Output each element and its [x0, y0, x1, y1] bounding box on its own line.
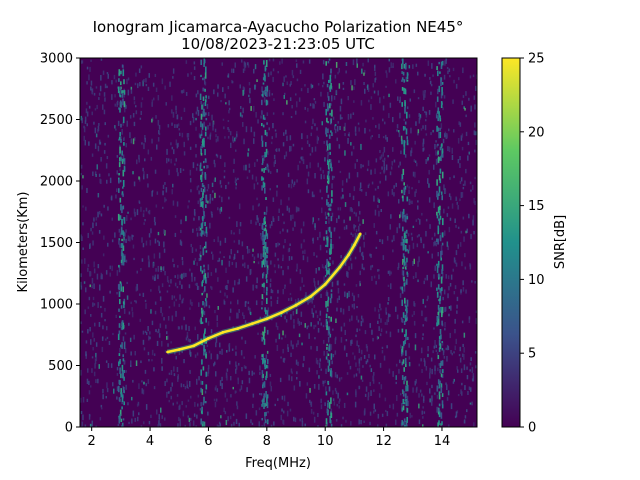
plot-area — [80, 58, 477, 427]
x-axis-label: Freq(MHz) — [245, 456, 311, 471]
trace-point — [280, 311, 283, 314]
x-tick-label: 10 — [317, 434, 334, 449]
colorbar-axis: 0 5 10 15 20 25 — [520, 52, 545, 436]
trace-point — [309, 295, 312, 298]
y-tick-label: 2500 — [40, 113, 73, 128]
y-tick-label: 500 — [48, 359, 73, 374]
x-tick-label: 4 — [146, 434, 154, 449]
interference-band — [117, 64, 126, 427]
trace-point — [347, 253, 350, 257]
echo-trace — [167, 233, 362, 354]
interference-band — [261, 60, 269, 425]
trace-point — [250, 322, 254, 326]
trace-point — [236, 327, 240, 330]
trace-point — [353, 243, 356, 247]
interference-band — [199, 58, 208, 427]
y-axis-label: Kilometers(Km) — [16, 192, 31, 293]
y-tick-label: 3000 — [40, 52, 73, 67]
y-tick-label: 1000 — [40, 298, 73, 313]
trace-point — [207, 337, 210, 340]
y-axis: 0 500 1000 1500 2000 2500 3000 — [40, 52, 80, 436]
x-tick-label: 2 — [88, 434, 96, 449]
x-tick-label: 12 — [375, 434, 392, 449]
y-tick-label: 0 — [65, 421, 73, 436]
colorbar-tick-label: 25 — [528, 52, 545, 67]
interference-band — [401, 58, 409, 427]
x-tick-label: 8 — [263, 434, 271, 449]
colorbar-tick-label: 0 — [528, 421, 536, 436]
chart-title-line2: 10/08/2023-21:23:05 UTC — [181, 35, 375, 53]
trace-point — [177, 348, 181, 351]
y-tick-label: 2000 — [40, 175, 73, 190]
colorbar — [501, 57, 521, 428]
trace-point — [221, 330, 225, 334]
trace-point — [338, 265, 342, 269]
x-tick-label: 6 — [204, 434, 212, 449]
trace-point — [323, 282, 327, 286]
interference-band — [436, 60, 444, 427]
chart-title-line1: Ionogram Jicamarca-Ayacucho Polarization… — [93, 18, 464, 36]
trace-point — [265, 317, 269, 321]
colorbar-tick-label: 10 — [528, 273, 545, 288]
colorbar-label: SNR[dB] — [553, 215, 568, 269]
interference-band — [325, 58, 333, 427]
trace-point — [358, 232, 362, 236]
colorbar-tick-label: 5 — [528, 347, 536, 362]
trace-point — [294, 303, 298, 307]
trace-point — [166, 350, 170, 354]
x-axis: 2 4 6 8 10 12 14 — [88, 427, 451, 449]
trace-point — [192, 344, 196, 348]
colorbar-tick-label: 20 — [528, 125, 545, 140]
colorbar-tick-label: 15 — [528, 199, 545, 214]
y-tick-label: 1500 — [40, 236, 73, 251]
x-tick-label: 14 — [434, 434, 451, 449]
